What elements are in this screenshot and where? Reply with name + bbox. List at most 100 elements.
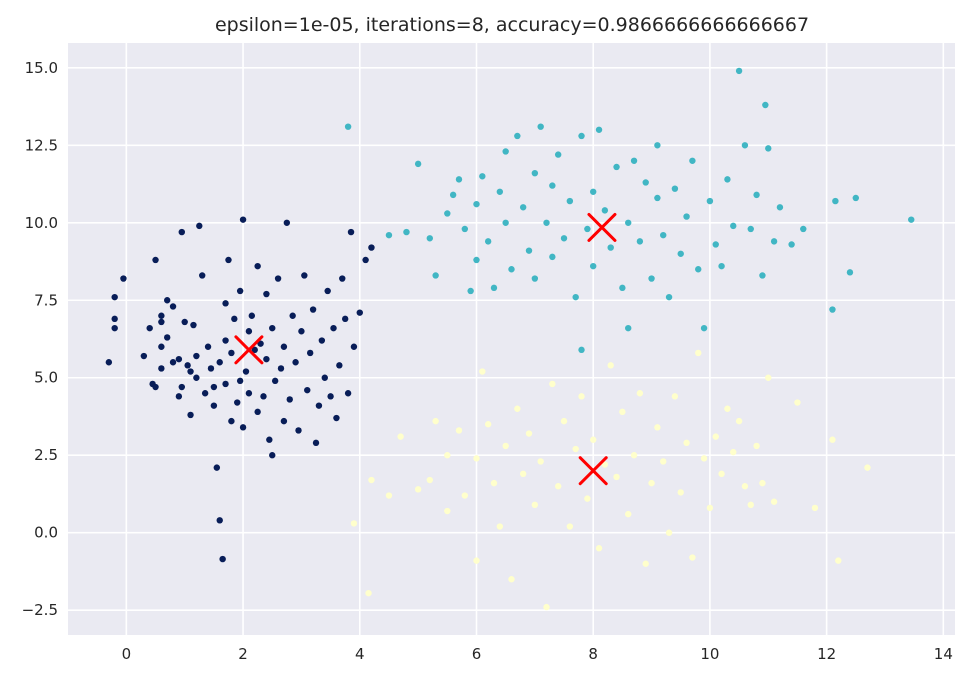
data-point: [210, 402, 218, 409]
data-point: [164, 334, 171, 341]
data-point: [508, 266, 515, 273]
data-point: [549, 253, 556, 261]
data-point: [254, 408, 261, 416]
data-point: [327, 393, 334, 400]
data-point: [158, 318, 165, 326]
data-point: [677, 489, 684, 496]
data-point: [414, 160, 422, 168]
data-point: [695, 266, 702, 273]
data-point: [444, 452, 451, 459]
data-point: [484, 238, 492, 245]
data-point: [832, 197, 839, 205]
data-point: [718, 470, 725, 478]
data-point: [730, 448, 737, 456]
data-point: [184, 362, 191, 369]
data-point: [519, 204, 527, 211]
chart-title: epsilon=1e-05, iterations=8, accuracy=0.…: [215, 14, 809, 36]
data-point: [811, 504, 819, 512]
data-point: [222, 300, 229, 307]
data-point: [301, 272, 308, 279]
centroid-markers: [234, 212, 617, 486]
data-point: [502, 219, 509, 226]
data-point: [595, 545, 603, 552]
x-tick-label: 10: [700, 645, 719, 663]
data-point: [473, 455, 480, 462]
data-point: [753, 191, 760, 199]
data-point: [765, 145, 772, 152]
data-point: [341, 315, 349, 323]
data-point: [350, 520, 358, 527]
data-point: [330, 324, 337, 332]
data-point: [190, 321, 197, 329]
data-point: [350, 343, 358, 350]
data-point: [660, 458, 667, 465]
data-point: [671, 185, 679, 192]
data-point: [432, 272, 439, 279]
x-tick-label: 14: [934, 645, 953, 663]
data-point: [286, 396, 293, 403]
data-point: [152, 383, 159, 391]
x-tick-label: 6: [472, 645, 482, 663]
data-point: [164, 297, 171, 304]
data-point: [242, 368, 250, 375]
y-tick-labels: −2.5 0.0 2.5 5.0 7.5 10.0 12.5 15.0: [22, 59, 58, 619]
data-point: [298, 328, 305, 335]
data-point: [444, 507, 451, 515]
data-point: [741, 142, 749, 149]
data-point: [490, 284, 498, 292]
data-point: [543, 603, 550, 611]
data-point: [146, 324, 153, 332]
data-point: [473, 557, 480, 564]
data-point: [589, 436, 597, 443]
data-point: [519, 470, 527, 478]
data-point: [178, 228, 185, 236]
data-point: [260, 393, 267, 400]
data-point: [467, 287, 474, 295]
data-point: [689, 554, 696, 561]
data-point: [368, 476, 375, 484]
data-point: [414, 486, 422, 493]
data-point: [695, 349, 702, 357]
x-tick-label: 12: [817, 645, 836, 663]
data-point: [531, 501, 539, 509]
data-point: [660, 231, 667, 239]
data-point: [169, 359, 177, 366]
data-point: [607, 244, 614, 251]
x-tick-label: 0: [122, 645, 132, 663]
data-point: [496, 188, 504, 195]
data-point: [269, 324, 276, 332]
data-point: [309, 306, 317, 313]
data-point: [385, 492, 393, 499]
data-point: [908, 216, 915, 223]
data-point: [718, 262, 725, 270]
data-point: [584, 225, 591, 233]
data-point: [292, 359, 299, 366]
data-point: [356, 309, 363, 316]
data-point: [502, 442, 509, 450]
data-point: [236, 377, 244, 385]
data-point: [683, 439, 690, 447]
data-point: [642, 560, 649, 567]
data-point: [263, 355, 270, 363]
data-point: [236, 287, 244, 295]
data-point: [578, 393, 585, 400]
data-point: [403, 228, 410, 236]
data-point: [196, 222, 203, 230]
data-point: [625, 324, 632, 332]
data-point: [665, 293, 673, 301]
data-point: [654, 142, 661, 149]
data-point: [549, 380, 556, 388]
data-point: [321, 374, 328, 381]
data-point: [318, 337, 326, 344]
data-point: [800, 225, 807, 233]
data-point: [613, 473, 620, 481]
data-point: [759, 479, 766, 487]
data-point: [158, 365, 165, 372]
data-point: [531, 169, 539, 177]
data-point: [344, 390, 352, 397]
y-tick-label: 12.5: [25, 136, 58, 154]
data-point: [829, 436, 836, 443]
data-point: [187, 368, 194, 375]
data-point: [251, 346, 258, 354]
data-point: [601, 207, 609, 214]
